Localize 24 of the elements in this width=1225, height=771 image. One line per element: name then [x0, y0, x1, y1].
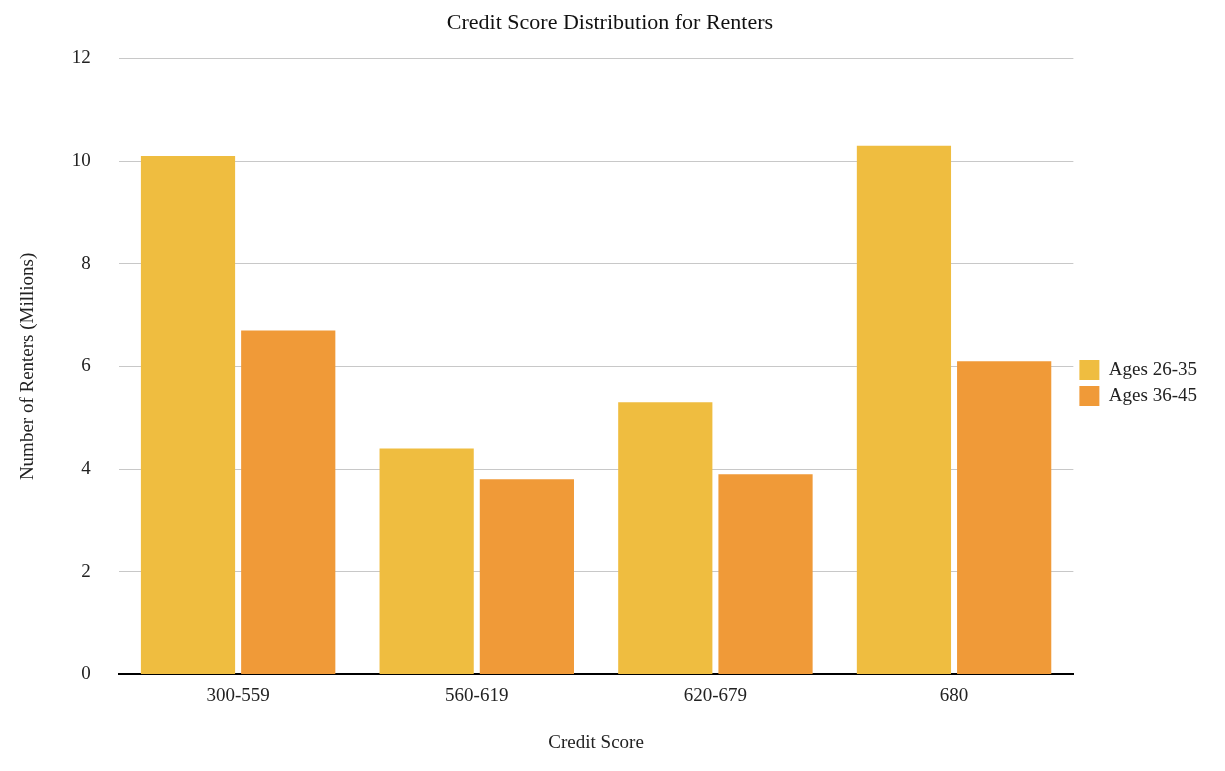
x-tick-label: 300-559 [206, 683, 270, 705]
y-tick-label: 10 [71, 149, 91, 171]
chart-title: Credit Score Distribution for Renters [446, 8, 774, 34]
legend-label: Ages 26-35 [1108, 357, 1198, 379]
bar [241, 330, 336, 674]
legend-label: Ages 36-45 [1108, 383, 1198, 405]
x-tick-label: 680 [939, 683, 969, 705]
bar [718, 474, 813, 674]
y-tick-label: 6 [81, 354, 91, 376]
y-tick-label: 0 [81, 662, 91, 684]
bar [618, 402, 713, 674]
y-tick-label: 12 [71, 46, 91, 68]
bar [479, 479, 574, 674]
bar [856, 145, 952, 674]
x-tick-label: 560-619 [445, 683, 509, 705]
bar [140, 155, 236, 674]
x-axis-title: Credit Score [548, 730, 644, 752]
y-tick-label: 2 [81, 559, 91, 581]
bar [957, 361, 1052, 674]
bar [379, 448, 474, 674]
x-tick-label: 620-679 [683, 683, 748, 705]
y-tick-label: 8 [81, 251, 91, 273]
y-axis-title: Number of Renters (Millions) [16, 252, 39, 481]
y-tick-label: 4 [81, 457, 92, 479]
